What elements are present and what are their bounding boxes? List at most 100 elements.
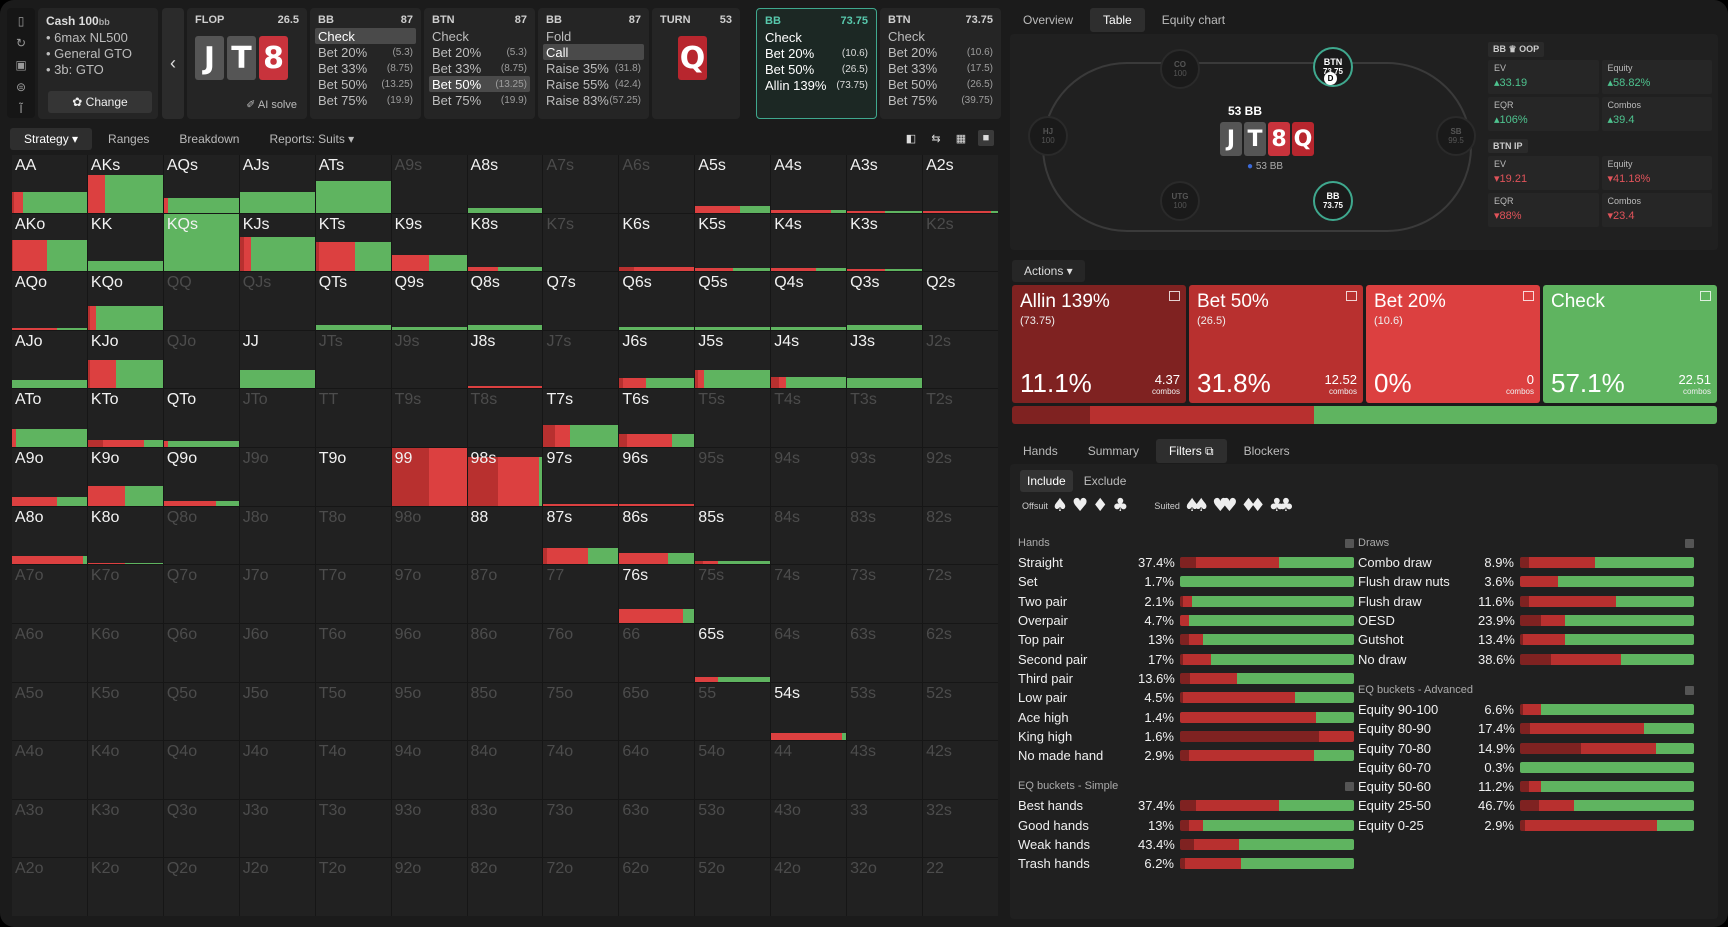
hand-cell[interactable]: 44 — [771, 741, 847, 799]
hand-cell[interactable]: 74o — [543, 741, 619, 799]
expand-icon[interactable] — [1523, 291, 1534, 301]
hand-cell[interactable]: K3s — [847, 213, 923, 272]
bottom-tab-1[interactable]: Summary — [1087, 444, 1140, 458]
hand-cell[interactable]: 54s — [771, 682, 847, 741]
hand-cell[interactable]: KTo — [87, 389, 163, 448]
hand-cell[interactable]: T9s — [391, 389, 467, 448]
hand-cell[interactable]: A7s — [543, 155, 619, 213]
hand-cell[interactable]: 86o — [467, 623, 543, 682]
hand-cell[interactable]: 97o — [391, 565, 467, 623]
hand-cell[interactable]: A8o — [12, 506, 87, 565]
hand-cell[interactable]: AJo — [12, 330, 87, 389]
offsuit-suit-icon[interactable]: ♠ — [1051, 495, 1068, 516]
expand-icon[interactable] — [1346, 291, 1357, 301]
hand-cell[interactable]: K6o — [87, 623, 163, 682]
node-action[interactable]: Bet 33% (8.75) — [318, 60, 413, 76]
hand-cell[interactable]: A7o — [12, 565, 87, 623]
category-row[interactable]: Equity 80-90 17.4% — [1358, 719, 1700, 738]
hand-cell[interactable]: J6o — [239, 623, 315, 682]
hand-cell[interactable]: T6s — [619, 389, 695, 448]
category-row[interactable]: Ace high 1.4% — [1018, 707, 1360, 726]
hand-cell[interactable]: 62o — [619, 858, 695, 916]
hand-cell[interactable]: T6o — [315, 623, 391, 682]
hand-cell[interactable]: J8o — [239, 506, 315, 565]
hand-cell[interactable]: T7s — [543, 389, 619, 448]
hand-cell[interactable]: 86s — [619, 506, 695, 565]
hand-cell[interactable]: K9o — [87, 448, 163, 506]
hand-cell[interactable]: 98o — [391, 506, 467, 565]
offsuit-suit-icon[interactable]: ♦ — [1092, 495, 1109, 516]
hand-cell[interactable]: 76o — [543, 623, 619, 682]
category-row[interactable]: Combo draw 8.9% — [1358, 553, 1700, 572]
hand-cell[interactable]: K9s — [391, 213, 467, 272]
hand-cell[interactable]: Q3o — [163, 799, 239, 858]
grid-tab-2[interactable]: Breakdown — [179, 132, 240, 146]
category-row[interactable]: Low pair 4.5% — [1018, 688, 1360, 707]
hand-cell[interactable]: 64o — [619, 741, 695, 799]
change-button[interactable]: ✿ Change — [48, 91, 152, 113]
hand-cell[interactable]: JTo — [239, 389, 315, 448]
hand-cell[interactable]: 43s — [847, 741, 923, 799]
seat-bb[interactable]: BB 73.75 — [1313, 181, 1353, 221]
hand-cell[interactable]: KJs — [239, 213, 315, 272]
node-action[interactable]: Allin 139% (73.75) — [765, 77, 868, 93]
category-row[interactable]: OESD 23.9% — [1358, 611, 1700, 630]
node-action[interactable]: Bet 20% (10.6) — [765, 45, 868, 61]
category-row[interactable]: Equity 90-100 6.6% — [1358, 700, 1700, 719]
hand-cell[interactable]: JJ — [239, 330, 315, 389]
hand-cell[interactable]: 52s — [923, 682, 998, 741]
tab-overview[interactable]: Overview — [1023, 13, 1074, 27]
hand-cell[interactable]: 73o — [543, 799, 619, 858]
node-action[interactable]: Bet 50% (26.5) — [765, 61, 868, 77]
hand-cell[interactable]: 72s — [923, 565, 998, 623]
expand-icon[interactable] — [1700, 291, 1711, 301]
category-row[interactable]: Third pair 13.6% — [1018, 669, 1360, 688]
node-action[interactable]: Check — [765, 29, 802, 45]
hand-cell[interactable]: A9s — [391, 155, 467, 213]
history-icon[interactable]: ↻ — [15, 36, 27, 50]
hand-cell[interactable]: Q5s — [695, 272, 771, 330]
hand-cell[interactable]: J4s — [771, 330, 847, 389]
hand-cell[interactable]: QTs — [315, 272, 391, 330]
hand-cell[interactable]: T2s — [923, 389, 998, 448]
hand-cell[interactable]: K2o — [87, 858, 163, 916]
action-card[interactable]: Allin 139% (73.75) 11.1% 4.37 combos — [1012, 285, 1186, 403]
hand-cell[interactable]: T5s — [695, 389, 771, 448]
category-row[interactable]: Equity 25-50 46.7% — [1358, 796, 1700, 815]
hand-cell[interactable]: 53s — [847, 682, 923, 741]
hand-cell[interactable]: 63o — [619, 799, 695, 858]
hand-cell[interactable]: 88 — [467, 506, 543, 565]
category-row[interactable]: Best hands 37.4% — [1018, 796, 1360, 815]
hand-cell[interactable]: AQo — [12, 272, 87, 330]
gamepad-icon[interactable]: ⊜ — [15, 80, 27, 94]
hand-cell[interactable]: ATo — [12, 389, 87, 448]
hand-cell[interactable]: 53o — [695, 799, 771, 858]
hand-cell[interactable]: 95s — [695, 448, 771, 506]
hand-cell[interactable]: 98s — [467, 448, 543, 506]
hand-cell[interactable]: Q8o — [163, 506, 239, 565]
hand-cell[interactable]: ATs — [315, 155, 391, 213]
hand-cell[interactable]: T9o — [315, 448, 391, 506]
node-btn-last[interactable]: BTN 73.75 Check Bet 20% (10.6) Bet 33% (17.5) B… — [880, 8, 1001, 119]
hand-cell[interactable]: 84s — [771, 506, 847, 565]
view-mode-icon[interactable]: ◧ — [905, 132, 917, 145]
hand-cell[interactable]: KTs — [315, 213, 391, 272]
hand-cell[interactable]: AKs — [87, 155, 163, 213]
hand-cell[interactable]: 42o — [771, 858, 847, 916]
hand-cell[interactable]: T8s — [467, 389, 543, 448]
node-action[interactable]: Check — [315, 28, 416, 44]
expand-icon[interactable] — [1169, 291, 1180, 301]
hand-cell[interactable]: K5s — [695, 213, 771, 272]
hand-cell[interactable]: Q4o — [163, 741, 239, 799]
hand-cell[interactable]: 94s — [771, 448, 847, 506]
node-action[interactable]: Bet 20% (5.3) — [432, 44, 527, 60]
hand-cell[interactable]: Q8s — [467, 272, 543, 330]
hand-cell[interactable]: K2s — [923, 213, 998, 272]
hand-cell[interactable]: 74s — [771, 565, 847, 623]
hand-cell[interactable]: Q4s — [771, 272, 847, 330]
hand-cell[interactable]: QJo — [163, 330, 239, 389]
hand-cell[interactable]: T3s — [847, 389, 923, 448]
view-mode-icon[interactable]: ⇆ — [931, 132, 941, 145]
category-row[interactable]: Gutshot 13.4% — [1358, 630, 1700, 649]
hand-cell[interactable]: QTo — [163, 389, 239, 448]
